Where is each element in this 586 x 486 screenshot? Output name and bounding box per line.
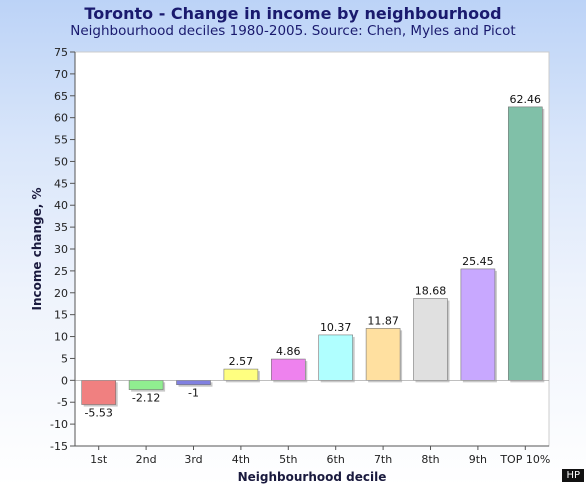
y-tick-label: -10 <box>50 418 68 431</box>
x-tick-label: 8th <box>421 453 439 466</box>
bar[interactable] <box>318 334 354 381</box>
y-tick-label: 50 <box>54 155 68 168</box>
y-tick-label: 15 <box>54 309 68 322</box>
bar[interactable] <box>365 328 401 381</box>
bar[interactable] <box>176 380 211 386</box>
y-tick-label: 25 <box>54 265 68 278</box>
x-tick-label: 7th <box>374 453 392 466</box>
bar[interactable] <box>81 380 116 405</box>
y-tick-label: 65 <box>54 90 68 103</box>
bar[interactable] <box>128 380 164 390</box>
x-tick-label: 9th <box>469 453 487 466</box>
y-tick-label: 70 <box>54 68 68 81</box>
y-tick-label: 40 <box>54 199 68 212</box>
bar-value-label: -5.53 <box>84 407 112 420</box>
bar-value-label: 11.87 <box>367 314 399 327</box>
bar[interactable] <box>413 298 448 381</box>
chart-subtitle: Neighbourhood deciles 1980-2005. Source:… <box>70 23 516 39</box>
bar-value-label: 18.68 <box>415 285 447 298</box>
y-tick-label: 20 <box>54 287 68 300</box>
y-tick-label: -15 <box>50 440 68 453</box>
y-axis-title: Income change, % <box>30 188 44 311</box>
bar[interactable] <box>270 358 306 381</box>
x-axis-ticks: 1st 2nd 3rd 4th 5th 6th 7th 8th 9th TOP 10% <box>90 446 550 466</box>
y-tick-label: 35 <box>54 221 68 234</box>
x-tick-label: 4th <box>232 453 250 466</box>
bar-value-label: -2.12 <box>132 392 160 405</box>
y-tick-label: 55 <box>54 134 68 147</box>
x-axis-title: Neighbourhood decile <box>238 470 387 484</box>
y-tick-label: 0 <box>61 374 68 387</box>
x-tick-label: 3rd <box>184 453 202 466</box>
x-tick-label: 1st <box>90 453 108 466</box>
y-tick-label: 75 <box>54 46 68 59</box>
bar-value-label: 2.57 <box>229 355 254 368</box>
x-tick-label: 6th <box>327 453 345 466</box>
y-axis-ticks: -15 -10 -5 0 5 10 15 20 25 30 35 40 45 50 55 60 65 70 75 <box>50 46 75 453</box>
y-tick-label: 5 <box>61 352 68 365</box>
publisher-badge: HP <box>562 469 584 482</box>
y-tick-label: 45 <box>54 177 68 190</box>
y-tick-label: -5 <box>57 396 68 409</box>
x-tick-label: TOP 10% <box>499 453 550 466</box>
bar-value-label: 4.86 <box>276 345 301 358</box>
bar-value-label: 62.46 <box>510 93 542 106</box>
y-tick-label: 60 <box>54 112 68 125</box>
x-tick-label: 2nd <box>136 453 157 466</box>
chart-title: Toronto - Change in income by neighbourh… <box>84 4 502 23</box>
bar[interactable] <box>223 368 259 381</box>
bar-value-label: 10.37 <box>320 321 352 334</box>
bars-group: -5.53 -2.12 -1 2.57 4.86 10.37 11.87 18.68 25.45… <box>75 93 549 420</box>
bar-value-label: 25.45 <box>462 255 494 268</box>
y-tick-label: 30 <box>54 243 68 256</box>
bar[interactable] <box>507 106 543 381</box>
y-tick-label: 10 <box>54 331 68 344</box>
bar[interactable] <box>460 268 496 381</box>
x-tick-label: 5th <box>279 453 297 466</box>
bar-value-label: -1 <box>188 387 199 400</box>
